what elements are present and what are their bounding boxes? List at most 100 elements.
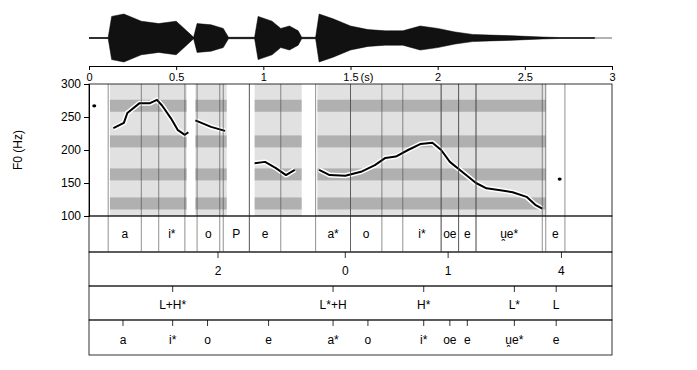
syllable-label: o bbox=[204, 333, 211, 347]
y-axis: 100 150 200 250 300 bbox=[61, 77, 90, 223]
y-tick-mark bbox=[84, 84, 89, 85]
formant-band bbox=[110, 135, 187, 147]
tone-tick bbox=[556, 286, 557, 292]
break-index-label: 4 bbox=[558, 264, 565, 278]
voicing-interval bbox=[255, 84, 302, 216]
break-index-tick bbox=[345, 252, 346, 258]
segment-boundary bbox=[476, 84, 477, 252]
y-tick: 200 bbox=[61, 143, 89, 157]
waveform bbox=[89, 14, 595, 62]
x-tick-mark bbox=[89, 66, 90, 70]
x-tick-label: 1 bbox=[261, 71, 267, 83]
y-tick-label: 200 bbox=[61, 143, 81, 157]
segment-label: i* bbox=[168, 227, 176, 241]
y-tick-label: 150 bbox=[61, 176, 81, 190]
syllable-tick bbox=[367, 320, 368, 326]
segment-label: i* bbox=[418, 227, 426, 241]
voicing-interval bbox=[195, 84, 226, 216]
syllable-label: e bbox=[464, 333, 471, 347]
segment-label: oe bbox=[443, 227, 457, 241]
tone-tick bbox=[423, 286, 424, 292]
syllable-tick bbox=[268, 320, 269, 326]
segment-label: a* bbox=[327, 227, 339, 241]
tone-tick bbox=[172, 286, 173, 292]
f0-halo bbox=[94, 100, 559, 209]
tone-tick bbox=[333, 286, 334, 292]
segment-boundary bbox=[249, 84, 250, 252]
f0-point bbox=[92, 104, 96, 107]
x-tick: 2 bbox=[435, 66, 441, 83]
segment-label: P bbox=[232, 227, 240, 241]
syllable-label: e bbox=[553, 333, 560, 347]
formant-band bbox=[195, 135, 226, 147]
segment-boundary bbox=[184, 84, 185, 252]
x-axis-line bbox=[90, 67, 613, 71]
syllable-label: i* bbox=[420, 333, 428, 347]
tier-frame bbox=[89, 286, 612, 320]
x-tick-mark bbox=[176, 66, 177, 70]
segment-boundary bbox=[441, 84, 442, 252]
segment-boundary bbox=[476, 84, 477, 252]
formant-band bbox=[110, 197, 187, 209]
segment-boundary bbox=[402, 84, 403, 252]
segment-boundary bbox=[381, 84, 382, 252]
tier-frame bbox=[89, 252, 612, 286]
y-tick: 250 bbox=[61, 110, 89, 124]
segment-label: a bbox=[121, 227, 128, 241]
x-axis-title: (s) bbox=[361, 71, 374, 83]
f0-group bbox=[92, 100, 561, 209]
y-tick-label: 300 bbox=[61, 77, 81, 91]
segment-boundary bbox=[545, 84, 546, 252]
segment-boundary bbox=[249, 84, 250, 252]
x-tick: 1.5 bbox=[343, 66, 358, 83]
syllable-tick bbox=[467, 320, 468, 326]
syllable-label: u̯e* bbox=[505, 333, 523, 347]
x-tick-mark bbox=[525, 66, 526, 70]
break-index-label: 0 bbox=[342, 264, 349, 278]
tone-label: L+H* bbox=[159, 298, 186, 312]
tone-label: H* bbox=[417, 298, 431, 312]
segment-label: e bbox=[262, 227, 269, 241]
voicing-interval bbox=[317, 84, 545, 216]
segment-boundary bbox=[564, 84, 565, 252]
waveform-group bbox=[89, 14, 612, 62]
segment-boundary bbox=[542, 84, 543, 252]
break-index-label: 1 bbox=[445, 264, 452, 278]
x-tick: 1 bbox=[261, 66, 267, 83]
formant-band bbox=[195, 197, 226, 209]
segment-label: o bbox=[205, 227, 212, 241]
y-axis-line bbox=[84, 85, 90, 217]
y-tick-mark bbox=[84, 216, 89, 217]
segment-boundary bbox=[458, 84, 459, 252]
x-tick-label: 2 bbox=[435, 71, 441, 83]
formant-band bbox=[255, 197, 302, 209]
chart: 00.511.522.53(s)100150200250300F0 (Hz)ai… bbox=[0, 0, 697, 370]
syllable-tick bbox=[333, 320, 334, 326]
tone-label: L bbox=[553, 298, 560, 312]
y-tick: 100 bbox=[61, 209, 89, 223]
plot-frame bbox=[89, 84, 612, 216]
syllable-label: i* bbox=[169, 333, 177, 347]
segment-boundary bbox=[441, 84, 442, 252]
segment-boundary bbox=[458, 84, 459, 252]
y-tick-mark bbox=[84, 150, 89, 151]
formant-band bbox=[255, 135, 302, 147]
x-tick-label: 0.5 bbox=[169, 71, 184, 83]
break-index-tick bbox=[448, 252, 449, 258]
syllable-tick bbox=[122, 320, 123, 326]
x-tick-mark bbox=[351, 66, 352, 70]
syllable-label: a bbox=[120, 333, 127, 347]
y-tick-label: 250 bbox=[61, 110, 81, 124]
formant-band bbox=[110, 168, 187, 180]
segment-boundary bbox=[350, 84, 351, 252]
segment-boundary bbox=[223, 84, 224, 252]
x-tick: 0 bbox=[86, 66, 92, 83]
x-tick-label: 0 bbox=[86, 71, 92, 83]
break-index-tick bbox=[218, 252, 219, 258]
y-tick-label: 100 bbox=[61, 209, 81, 223]
voicing-band bbox=[195, 84, 226, 216]
voicing-band bbox=[255, 84, 302, 216]
tone-label: L*+H bbox=[320, 298, 347, 312]
x-tick: 3 bbox=[609, 66, 615, 83]
formant-band bbox=[195, 100, 226, 112]
